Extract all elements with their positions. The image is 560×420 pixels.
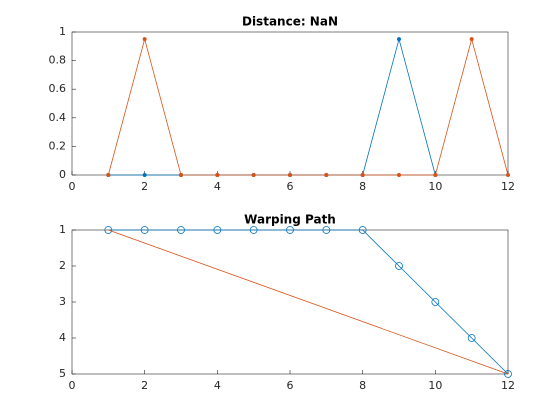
x-tick-label: 6	[287, 379, 294, 392]
marker	[104, 226, 113, 234]
x-tick-label: 8	[359, 180, 366, 193]
marker	[358, 226, 367, 234]
marker	[177, 226, 185, 234]
marker	[322, 226, 331, 234]
y-tick-label: 5	[59, 367, 66, 380]
marker	[324, 172, 329, 177]
x-tick-label: 2	[141, 180, 148, 193]
marker	[251, 172, 256, 177]
marker	[178, 172, 183, 177]
x-tick-label: 4	[214, 379, 221, 392]
marker	[142, 172, 147, 177]
marker	[215, 172, 220, 177]
chart-title: Distance: NaN	[242, 15, 338, 29]
marker	[106, 172, 111, 177]
y-tick-label: 1	[59, 223, 66, 236]
y-tick-label: 0.4	[49, 111, 67, 124]
marker	[213, 226, 222, 234]
chart-title: Warping Path	[244, 213, 336, 227]
series-line	[108, 229, 509, 375]
y-tick-label: 4	[59, 331, 66, 344]
marker	[249, 226, 258, 234]
marker	[287, 172, 292, 177]
y-tick-label: 2	[59, 259, 66, 272]
y-tick-label: 0.2	[49, 139, 67, 152]
x-tick-label: 10	[428, 379, 442, 392]
marker	[505, 172, 510, 177]
x-tick-label: 10	[428, 180, 442, 193]
x-tick-label: 4	[214, 180, 221, 193]
y-tick-label: 1	[59, 25, 66, 38]
marker	[396, 37, 401, 42]
axes-box	[71, 31, 509, 176]
x-tick-label: 2	[141, 379, 148, 392]
marker	[504, 370, 512, 378]
marker	[467, 334, 476, 342]
marker	[140, 226, 149, 234]
x-tick-label: 12	[501, 180, 515, 193]
marker	[395, 262, 403, 270]
marker	[431, 298, 440, 306]
x-tick-label: 12	[501, 379, 515, 392]
marker	[396, 172, 401, 177]
marker	[433, 172, 438, 177]
y-tick-label: 3	[59, 295, 66, 308]
y-tick-label: 0	[59, 168, 66, 181]
x-tick-label: 8	[359, 379, 366, 392]
marker	[286, 226, 294, 234]
y-tick-label: 0.8	[49, 54, 67, 67]
x-tick-label: 0	[69, 180, 76, 193]
y-tick-label: 0.6	[49, 82, 67, 95]
axes-box	[71, 229, 509, 375]
marker	[360, 172, 365, 177]
marker	[142, 37, 147, 42]
marker	[469, 37, 474, 42]
x-tick-label: 6	[287, 180, 294, 193]
x-tick-label: 0	[69, 379, 76, 392]
series-line	[108, 229, 509, 375]
series-line	[107, 37, 509, 176]
